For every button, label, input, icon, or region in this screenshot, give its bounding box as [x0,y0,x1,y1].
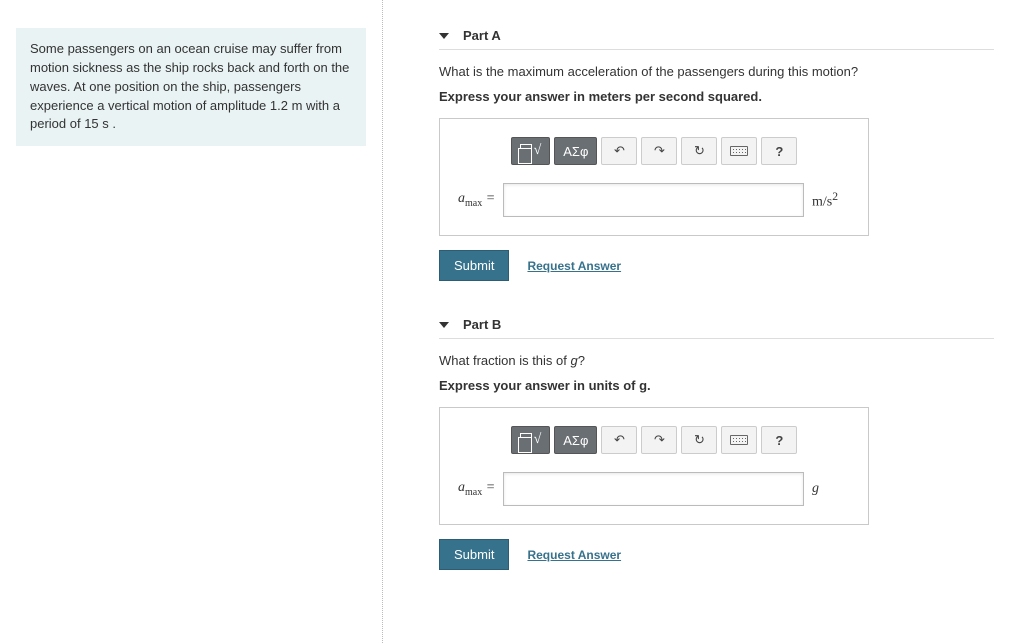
undo-icon: ↶ [614,432,625,448]
part-b-answer-panel: √ ΑΣφ ↶ ↷ ↻ ? amax = g [439,407,869,525]
unit-g: g [812,481,819,496]
part-b-variable-label: amax = [458,480,495,498]
part-b-toolbar: √ ΑΣφ ↶ ↷ ↻ ? [458,426,850,454]
redo-button[interactable]: ↷ [641,426,677,454]
chevron-down-icon [439,322,449,328]
reset-icon: ↻ [694,432,705,448]
reset-button[interactable]: ↻ [681,426,717,454]
help-icon: ? [775,144,783,159]
part-b-answer-row: amax = g [458,472,850,506]
var-symbol: a [458,191,465,206]
part-a-answer-panel: √ ΑΣφ ↶ ↷ ↻ ? amax = m/s2 [439,118,869,236]
part-b-instruction: Express your answer in units of g. [439,378,994,393]
part-b-unit-label: g [812,481,850,497]
template-icon [520,144,532,158]
part-b-title: Part B [463,317,501,332]
chevron-down-icon [439,33,449,39]
problem-statement: Some passengers on an ocean cruise may s… [16,28,366,146]
radical-icon: √ [534,432,542,448]
help-button[interactable]: ? [761,426,797,454]
part-b: Part B What fraction is this of g? Expre… [439,317,994,570]
problem-text: Some passengers on an ocean cruise may s… [30,41,349,131]
greek-button[interactable]: ΑΣφ [554,426,597,454]
undo-button[interactable]: ↶ [601,137,637,165]
reset-icon: ↻ [694,143,705,159]
help-icon: ? [775,433,783,448]
part-a-answer-row: amax = m/s2 [458,183,850,217]
reset-button[interactable]: ↻ [681,137,717,165]
part-a-submit-button[interactable]: Submit [439,250,509,281]
part-b-answer-input[interactable] [503,472,804,506]
template-button[interactable]: √ [511,137,551,165]
part-a-variable-label: amax = [458,191,495,209]
part-a-title: Part A [463,28,501,43]
radical-icon: √ [534,143,542,159]
greek-button[interactable]: ΑΣφ [554,137,597,165]
template-icon [520,433,532,447]
part-a-header[interactable]: Part A [439,28,994,50]
greek-label: ΑΣφ [563,433,588,448]
keyboard-button[interactable] [721,137,757,165]
page-root: Some passengers on an ocean cruise may s… [0,0,1024,643]
part-a-unit-label: m/s2 [812,190,850,211]
var-sub: max [465,198,482,209]
problem-column: Some passengers on an ocean cruise may s… [0,0,383,643]
part-b-request-answer-link[interactable]: Request Answer [527,548,621,562]
part-a-instruction: Express your answer in meters per second… [439,89,994,104]
undo-icon: ↶ [614,143,625,159]
keyboard-button[interactable] [721,426,757,454]
part-a-answer-input[interactable] [503,183,804,217]
part-b-actions: Submit Request Answer [439,539,994,570]
redo-button[interactable]: ↷ [641,137,677,165]
undo-button[interactable]: ↶ [601,426,637,454]
equals-sign: = [482,480,495,495]
help-button[interactable]: ? [761,137,797,165]
keyboard-icon [730,146,748,156]
part-a-toolbar: √ ΑΣφ ↶ ↷ ↻ ? [458,137,850,165]
part-a-request-answer-link[interactable]: Request Answer [527,259,621,273]
var-sub: max [465,487,482,498]
keyboard-icon [730,435,748,445]
part-a-actions: Submit Request Answer [439,250,994,281]
var-symbol: a [458,480,465,495]
answer-column: Part A What is the maximum acceleration … [383,0,1024,643]
redo-icon: ↷ [654,143,665,159]
part-b-submit-button[interactable]: Submit [439,539,509,570]
part-a: Part A What is the maximum acceleration … [439,28,994,281]
part-b-question: What fraction is this of g? [439,353,994,368]
template-button[interactable]: √ [511,426,551,454]
part-a-question: What is the maximum acceleration of the … [439,64,994,79]
equals-sign: = [482,191,495,206]
redo-icon: ↷ [654,432,665,448]
part-b-header[interactable]: Part B [439,317,994,339]
greek-label: ΑΣφ [563,144,588,159]
